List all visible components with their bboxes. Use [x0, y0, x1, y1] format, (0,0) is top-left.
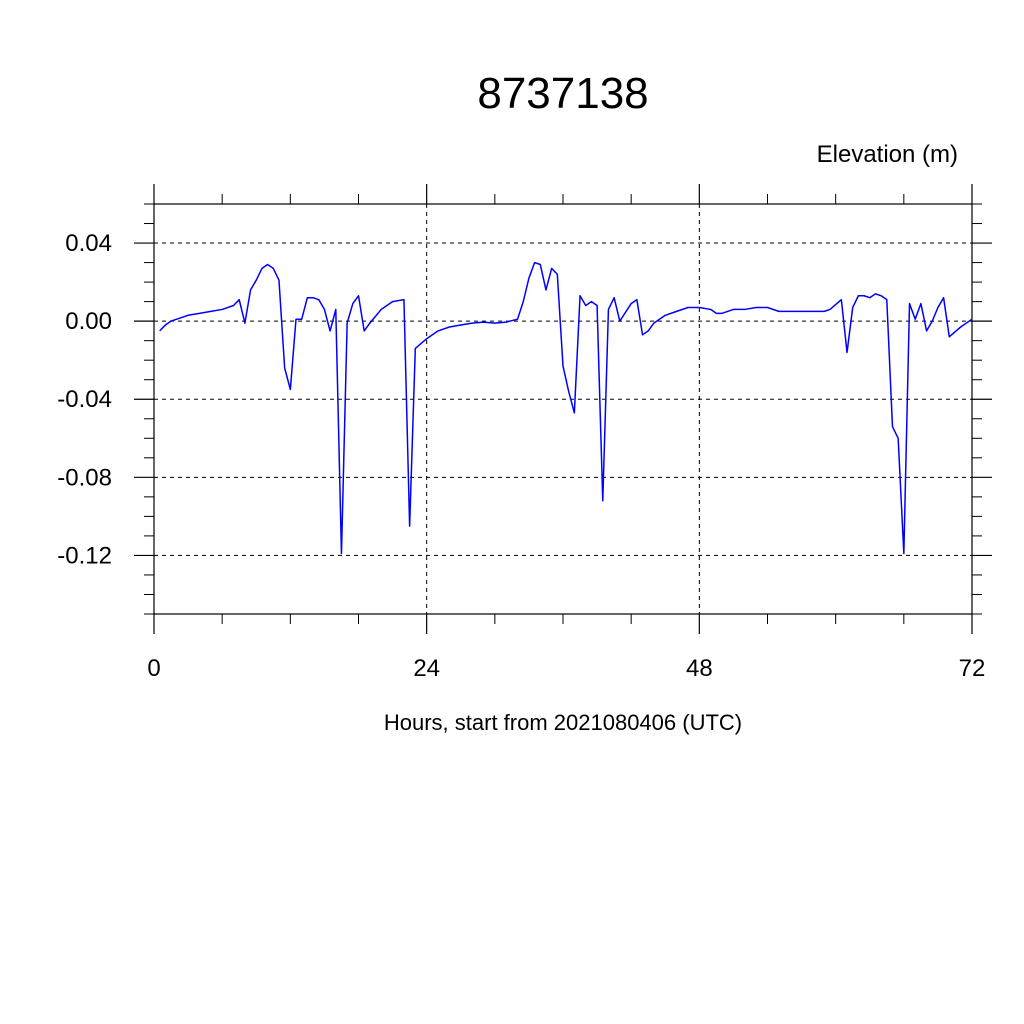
y-tick-label: -0.04: [57, 386, 112, 413]
y-tick-label: 0.00: [65, 308, 112, 335]
series-layer: [159, 261, 973, 555]
y-axis-label: Elevation (m): [817, 141, 958, 168]
x-tick-label: 72: [959, 655, 986, 682]
series-line: [159, 261, 973, 555]
chart-title: 8737138: [477, 69, 648, 118]
y-tick-label: -0.08: [57, 464, 112, 491]
y-tick-label: 0.04: [65, 230, 112, 257]
plot-border: [153, 203, 973, 615]
x-tick-label: 48: [686, 655, 713, 682]
grid-lines: [154, 204, 972, 614]
y-tick-label: -0.12: [57, 542, 112, 569]
axis-ticks: [134, 184, 992, 634]
x-tick-label: 0: [147, 655, 160, 682]
x-axis-label: Hours, start from 2021080406 (UTC): [384, 710, 742, 735]
plot-frame: [153, 203, 973, 615]
x-tick-label: 24: [413, 655, 440, 682]
tick-labels: 0.04 0.00 -0.04 -0.08 -0.12 0 24 48 72: [57, 230, 985, 682]
